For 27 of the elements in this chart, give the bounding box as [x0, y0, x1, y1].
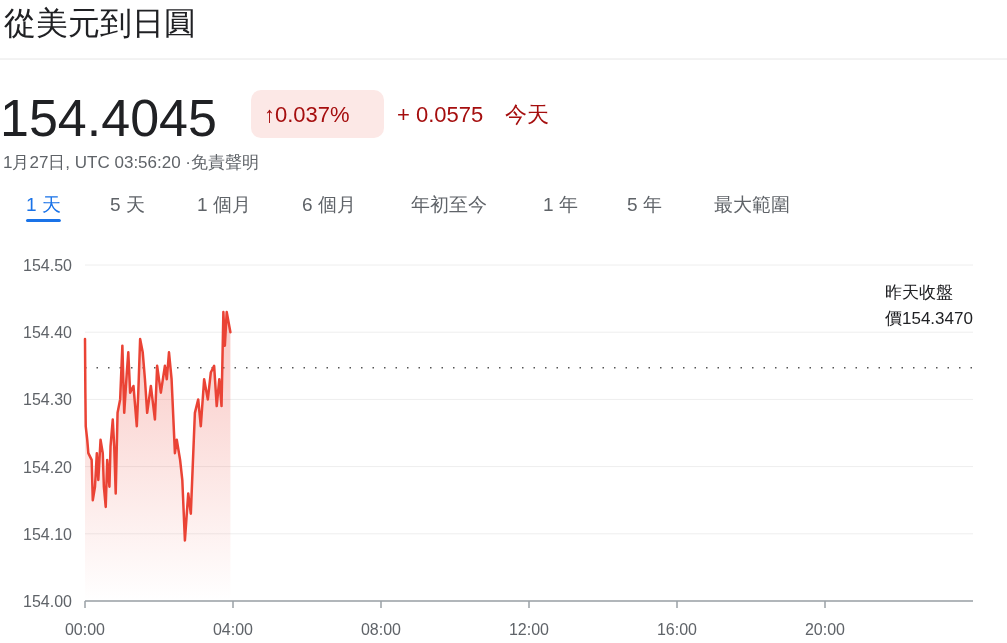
text: 1 個月: [197, 194, 251, 215]
x-tick-label: 04:00: [212, 621, 254, 638]
text: ↑0.037%: [264, 102, 350, 127]
text: 1 天: [26, 194, 61, 215]
text: 154.4045: [0, 89, 217, 147]
text: + 0.0575: [397, 102, 484, 127]
text: 6 個月: [302, 194, 356, 215]
text: 1月27日, UTC 03:56:20 ·免責聲明: [3, 153, 260, 172]
y-tick-label: 154.10: [23, 525, 73, 543]
y-tick-label: 154.20: [23, 458, 73, 476]
ref-line-label: 昨天收盤價154.3470: [885, 283, 973, 328]
y-tick-label: 154.50: [23, 257, 73, 274]
y-tick-label: 154.40: [23, 324, 73, 342]
y-tick-label: 154.30: [23, 391, 73, 409]
x-tick-label: 20:00: [804, 621, 846, 638]
chart-title: 從美元到日圓: [4, 5, 196, 41]
x-tick-label: 00:00: [64, 621, 106, 638]
y-tick-label: 154.00: [23, 593, 73, 610]
x-tick-label: 16:00: [656, 621, 698, 638]
text: 1 年: [543, 194, 578, 215]
x-tick-label: 12:00: [508, 621, 550, 638]
text: 最大範圍: [714, 194, 790, 215]
x-tick-label: 08:00: [360, 621, 402, 638]
text: 今天: [505, 102, 549, 127]
text: 年初至今: [411, 194, 487, 215]
text: 5 天: [110, 194, 145, 215]
text: 5 年: [627, 194, 662, 215]
